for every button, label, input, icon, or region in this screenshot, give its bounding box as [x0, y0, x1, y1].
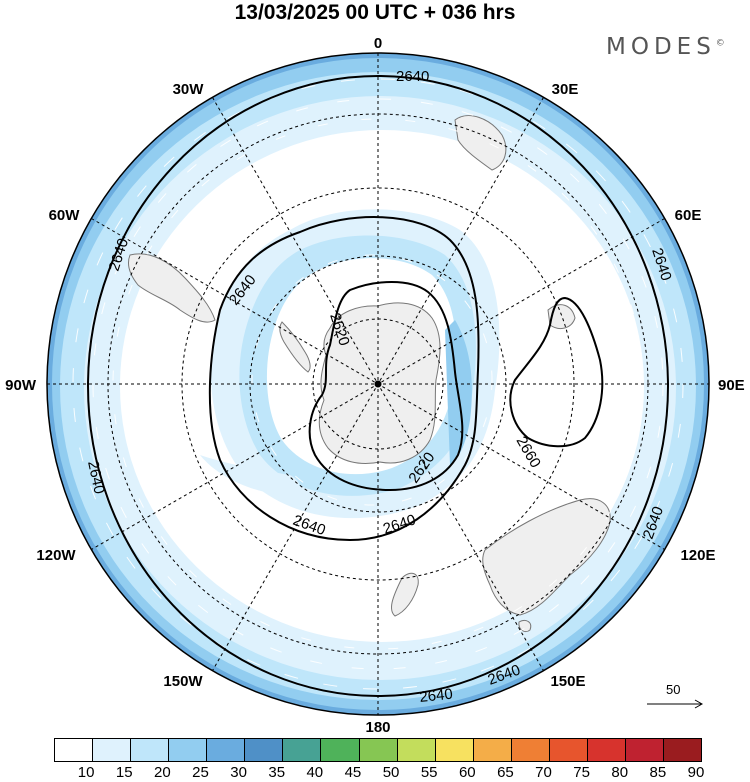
latitude-circle-3	[181, 187, 575, 581]
colorbar-tick-label: 75	[573, 764, 590, 781]
colorbar-cell	[587, 739, 626, 761]
contour-2640-outer	[87, 75, 669, 697]
colorbar-tick-label: 10	[77, 764, 95, 781]
reference-vector-arrow	[647, 699, 704, 709]
brand-logo: MODES©	[606, 34, 725, 60]
brand-name: MODES	[606, 34, 716, 60]
colorbar-cell	[359, 739, 398, 761]
australia	[482, 498, 611, 616]
contour-2640-inner	[208, 216, 480, 542]
lon-label-60e: 60E	[675, 207, 702, 224]
colorbar-tick-label: 65	[497, 764, 514, 781]
lon-label-90e: 90E	[718, 377, 745, 394]
colorbar-cell	[321, 739, 360, 761]
colorbar-tick-label: 30	[230, 764, 247, 781]
contour-2620	[308, 281, 464, 492]
colorbar-cell	[397, 739, 436, 761]
lon-label-150e: 150E	[550, 673, 585, 690]
contour-2660	[509, 296, 604, 448]
jet-streak-southwest	[200, 455, 300, 495]
lon-label-150w: 150W	[163, 673, 203, 690]
antarctic-peninsula	[279, 321, 311, 373]
south-pole-dot	[374, 380, 382, 388]
colorbar-cell	[625, 739, 664, 761]
lon-label-180: 180	[365, 719, 390, 735]
colorbar-tick-label: 20	[154, 764, 171, 781]
south-america	[127, 253, 216, 323]
contour-label-c6: 2640	[419, 686, 454, 706]
wind-ring-middle	[92, 98, 664, 670]
height-contours	[87, 75, 669, 697]
map-border	[46, 52, 710, 716]
colorbar-cell	[549, 739, 588, 761]
colorbar-cell	[245, 739, 284, 761]
wind-ring-polar	[251, 254, 493, 506]
lon-label-30w: 30W	[173, 81, 205, 98]
kerguelen-area	[547, 304, 576, 329]
colorbar-tick-label: 40	[306, 764, 324, 781]
lon-label-60w: 60W	[49, 207, 81, 224]
colorbar-tick-label: 60	[458, 764, 476, 781]
colorbar-cell	[169, 739, 208, 761]
colorbar-labels: 10 15 20 25 30 35 40 45 50 55 60 65 70 75 80 85 90	[54, 764, 705, 782]
colorbar-tick-label: 45	[344, 764, 362, 781]
colorbar-tick-label: 55	[420, 764, 438, 781]
colorbar-tick-label: 70	[535, 764, 552, 781]
colorbar-tick-label: 25	[192, 764, 209, 781]
colorbar-cell	[207, 739, 246, 761]
reference-vector-label: 50	[666, 682, 681, 697]
copyright-mark: ©	[715, 38, 725, 49]
colorbar-cell	[435, 739, 474, 761]
tasmania	[518, 619, 532, 633]
lon-label-90w: 90W	[5, 377, 37, 394]
contour-label-c4: 2640	[84, 459, 108, 495]
colorbar-cell	[93, 739, 132, 761]
lon-label-120w: 120W	[36, 547, 76, 564]
colorbar-tick-label: 15	[115, 764, 133, 781]
new-zealand	[391, 572, 419, 617]
colorbar-cell	[131, 739, 170, 761]
colorbar-cell	[55, 739, 94, 761]
contour-label-c1: 2640	[396, 68, 429, 85]
colorbar-tick-label: 35	[268, 764, 286, 781]
lon-label-0: 0	[374, 35, 382, 52]
colorbar-cell	[473, 739, 512, 761]
colorbar-cell	[664, 739, 702, 761]
colorbar-tick-label: 50	[382, 764, 400, 781]
colorbar-cell	[511, 739, 550, 761]
lon-label-120e: 120E	[680, 547, 715, 564]
polar-map: 2640 2640 2640 2640 2640 2640 2640 2640 …	[5, 35, 745, 735]
lon-label-30e: 30E	[552, 81, 579, 98]
colorbar-tick-label: 80	[611, 764, 629, 781]
colorbar-cell	[283, 739, 322, 761]
colorbar-tick-label: 90	[687, 764, 705, 781]
longitude-labels: 0 30E 60E 90E 120E 150E 180 150W 120W 90…	[5, 35, 745, 735]
map-title: 13/03/2025 00 UTC + 036 hrs	[234, 1, 516, 24]
colorbar	[54, 738, 702, 762]
colorbar-tick-label: 85	[649, 764, 667, 781]
